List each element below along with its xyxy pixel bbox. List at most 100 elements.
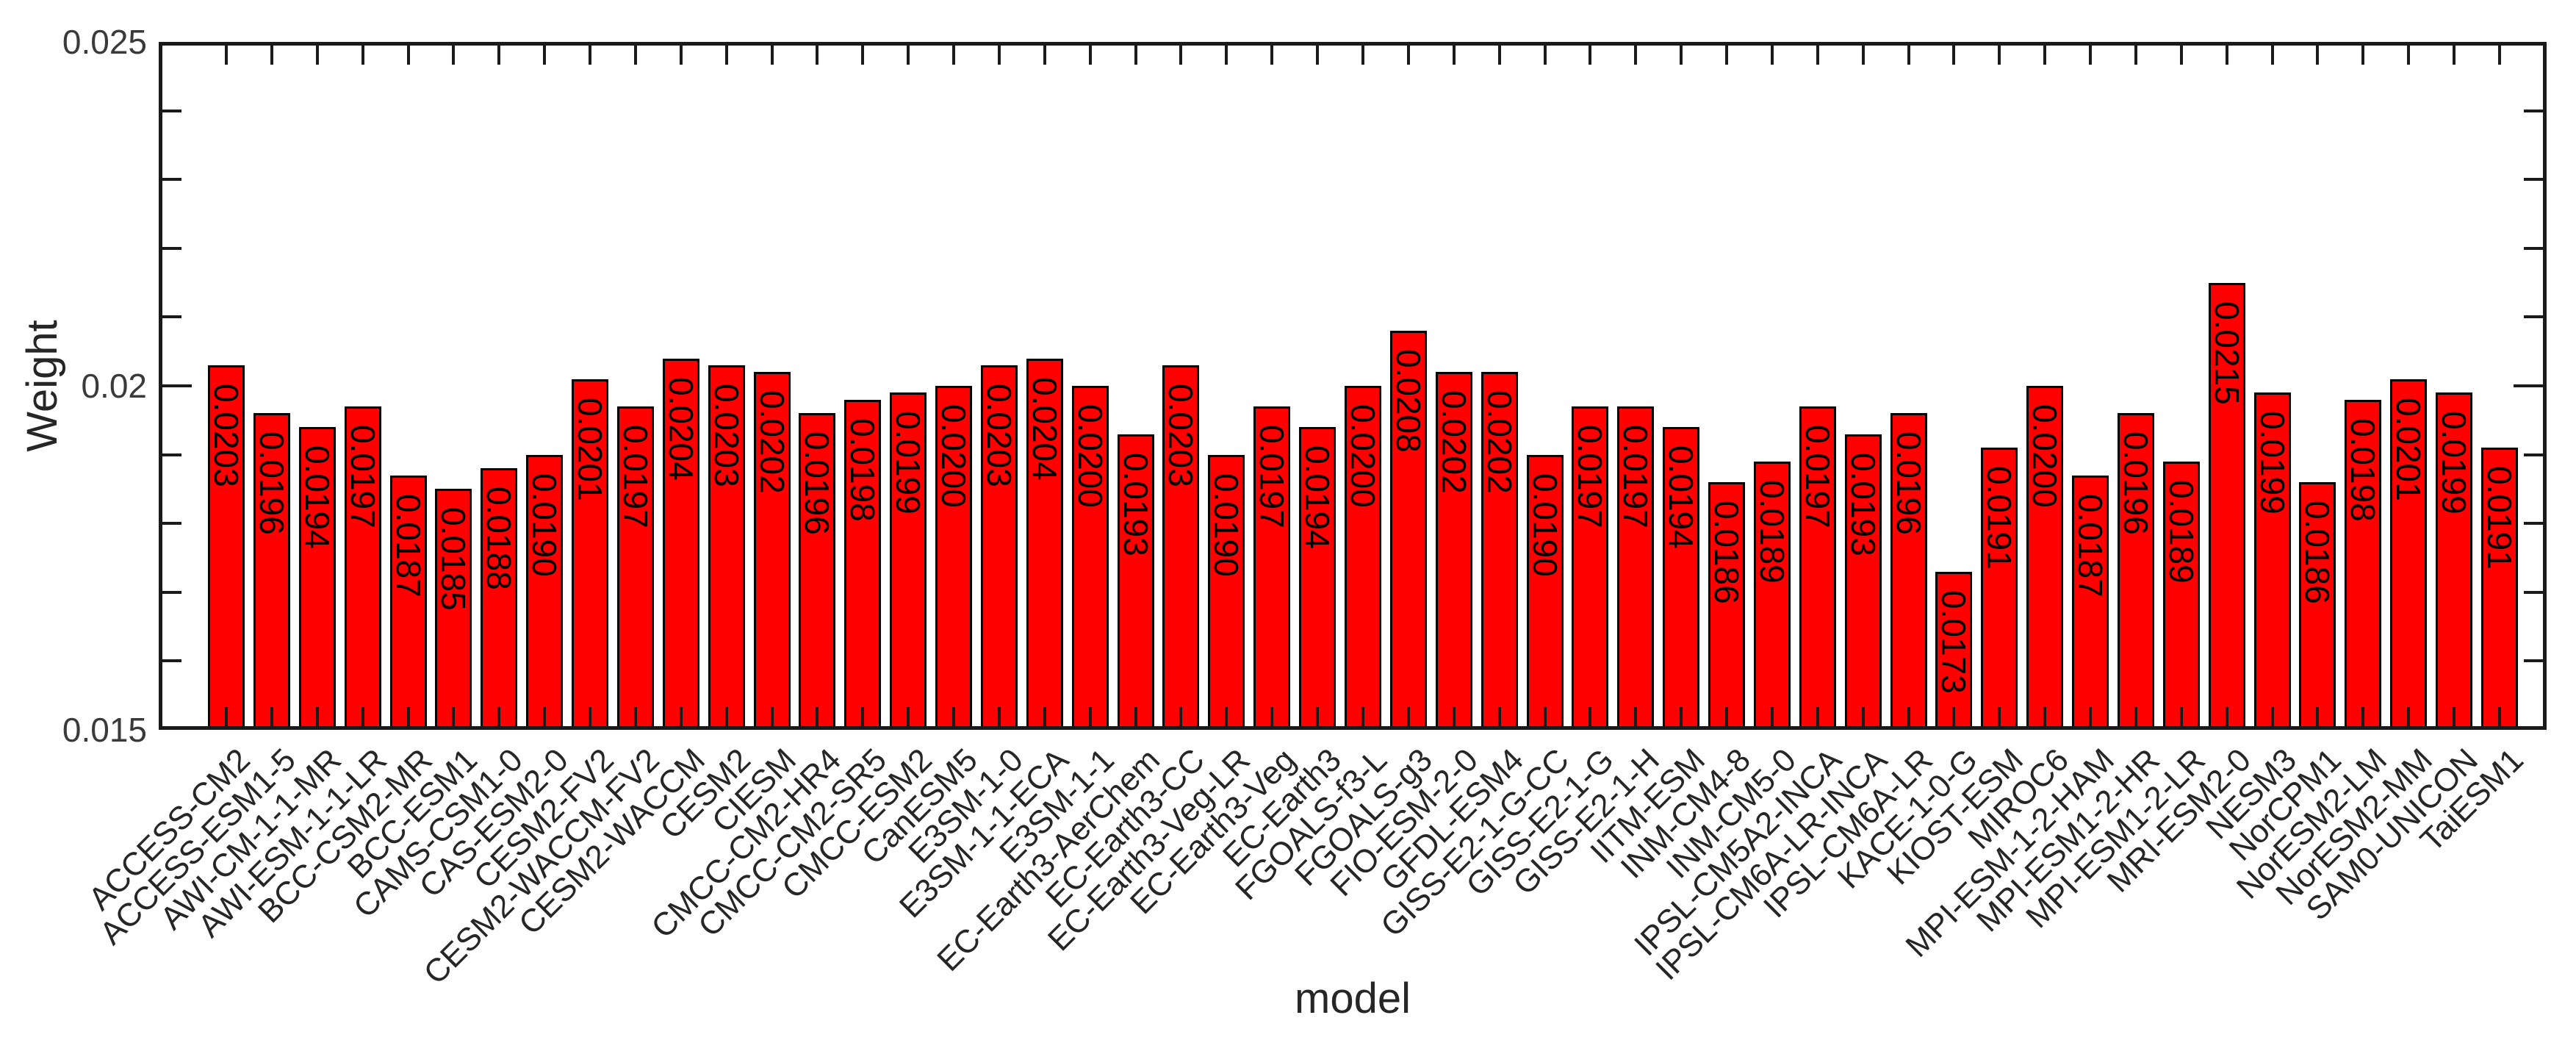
y-tick-minor (162, 522, 181, 526)
x-tick-bottom (1907, 707, 1910, 726)
x-tick-top (1316, 46, 1320, 65)
y-tick-minor (2524, 522, 2543, 526)
bar (1162, 365, 1200, 730)
bar-value-label: 0.0196 (2116, 431, 2155, 536)
x-tick-bottom (952, 707, 956, 726)
bar-value-label: 0.0186 (1708, 501, 1746, 604)
x-tick-top (1452, 46, 1456, 65)
bar (1663, 427, 1700, 730)
x-tick-bottom (724, 707, 728, 726)
bar (1345, 386, 1381, 730)
bar-value-label: 0.0215 (2207, 301, 2246, 405)
x-tick-bottom (633, 707, 637, 726)
x-tick-top (770, 46, 774, 65)
bar-value-label: 0.0204 (1025, 376, 1064, 481)
bar (1572, 406, 1609, 730)
bar (298, 427, 336, 730)
x-tick-bottom (1452, 707, 1456, 726)
x-tick-top (589, 46, 592, 65)
bar (2026, 386, 2064, 730)
y-tick-minor (2524, 453, 2543, 456)
x-tick-bottom (1043, 707, 1046, 726)
bar (2299, 482, 2336, 730)
x-tick-bottom (1225, 707, 1228, 726)
x-tick-bottom (2498, 707, 2501, 726)
x-tick-bottom (2134, 707, 2137, 726)
x-tick-top (2179, 46, 2183, 65)
x-tick-top (2225, 46, 2228, 65)
y-tick-minor (2524, 590, 2543, 594)
x-tick-bottom (1406, 707, 1410, 726)
x-tick-bottom (1816, 707, 1819, 726)
x-tick-top (1861, 46, 1865, 65)
x-tick-bottom (2089, 707, 2093, 726)
x-tick-bottom (406, 707, 410, 726)
x-tick-bottom (1589, 707, 1592, 726)
x-tick-top (361, 46, 364, 65)
x-tick-bottom (1861, 707, 1865, 726)
x-tick-top (2089, 46, 2093, 65)
bar (1844, 434, 1882, 730)
bar (1071, 386, 1109, 730)
bar-value-label: 0.0190 (525, 473, 564, 577)
bar (1799, 406, 1836, 730)
x-tick-bottom (1497, 707, 1501, 726)
bar-value-label: 0.0203 (207, 383, 245, 487)
y-tick-major (162, 384, 192, 387)
bar-value-label: 0.0199 (2253, 411, 2292, 515)
bar (616, 406, 654, 730)
y-tick-minor (2524, 659, 2543, 663)
x-tick-top (2043, 46, 2047, 65)
y-tick-minor (162, 453, 181, 456)
x-tick-bottom (225, 707, 228, 726)
x-tick-top (724, 46, 728, 65)
bar-value-label: 0.0196 (798, 431, 837, 536)
bar (2072, 475, 2109, 730)
bar (753, 372, 791, 730)
bar-value-label: 0.0196 (1889, 431, 1928, 536)
x-tick-top (907, 46, 910, 65)
x-tick-top (952, 46, 956, 65)
y-tick-minor (162, 590, 181, 594)
bar-value-label: 0.0187 (2071, 493, 2110, 598)
x-tick-top (1816, 46, 1819, 65)
x-tick-top (1088, 46, 1092, 65)
x-tick-bottom (270, 707, 273, 726)
y-tick-minor (162, 659, 181, 663)
x-tick-bottom (497, 707, 501, 726)
x-tick-top (1770, 46, 1774, 65)
x-tick-top (2316, 46, 2320, 65)
y-tick-minor (2524, 315, 2543, 319)
bar (2390, 379, 2428, 730)
bar (890, 392, 927, 730)
bar-value-label: 0.0185 (434, 507, 473, 612)
bar-value-label: 0.0197 (1798, 425, 1837, 528)
bar-value-label: 0.0201 (2389, 397, 2428, 501)
x-tick-top (225, 46, 228, 65)
bar (935, 386, 973, 730)
bar (1890, 413, 1927, 730)
y-tick-minor (162, 109, 181, 112)
bar-value-label: 0.0204 (661, 376, 700, 481)
bar-value-label: 0.0191 (1980, 466, 2019, 570)
x-tick-top (1543, 46, 1547, 65)
bar-value-label: 0.0197 (1571, 425, 1610, 528)
y-tick-minor (2524, 178, 2543, 182)
x-tick-bottom (861, 707, 865, 726)
x-tick-top (1134, 46, 1137, 65)
bar-value-label: 0.0203 (707, 383, 746, 487)
x-tick-top (1179, 46, 1183, 65)
x-tick-top (1497, 46, 1501, 65)
x-axis-title: model (1295, 975, 1411, 1022)
y-tick-label-0025: 0.025 (62, 23, 147, 61)
x-tick-top (452, 46, 456, 65)
bar (2208, 282, 2245, 730)
bar (2345, 399, 2382, 730)
x-tick-bottom (315, 707, 319, 726)
bar-value-label: 0.0202 (1434, 390, 1473, 494)
x-tick-top (1406, 46, 1410, 65)
x-tick-bottom (770, 707, 774, 726)
bar-value-label: 0.0193 (1116, 452, 1155, 556)
x-tick-top (270, 46, 273, 65)
bar (1299, 427, 1336, 730)
